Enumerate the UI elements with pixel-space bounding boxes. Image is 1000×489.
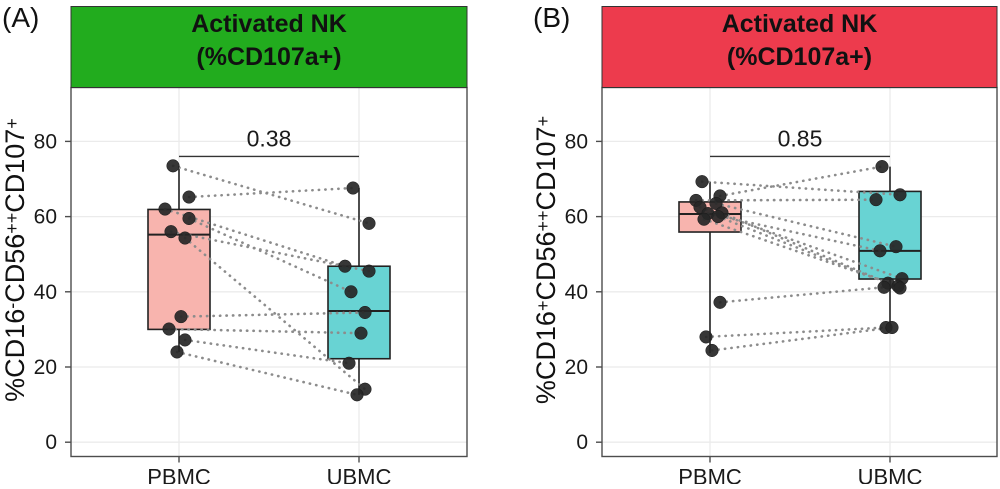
svg-text:(B): (B): [533, 2, 570, 33]
svg-text:40: 40: [565, 281, 588, 304]
svg-text:60: 60: [565, 206, 588, 229]
svg-text:(%CD107a+): (%CD107a+): [727, 43, 872, 71]
svg-text:60: 60: [34, 206, 57, 229]
svg-text:PBMC: PBMC: [147, 465, 211, 485]
svg-text:PBMC: PBMC: [678, 465, 742, 485]
svg-text:Activated NK: Activated NK: [191, 10, 347, 38]
svg-text:UBMC: UBMC: [327, 465, 392, 485]
svg-text:(%CD107a+): (%CD107a+): [196, 43, 341, 71]
svg-text:(A): (A): [2, 2, 39, 33]
svg-text:80: 80: [565, 130, 588, 153]
svg-text:Activated NK: Activated NK: [722, 10, 878, 38]
svg-text:0: 0: [45, 431, 57, 454]
svg-text:20: 20: [34, 356, 57, 379]
svg-text:20: 20: [565, 356, 588, 379]
svg-text:0.38: 0.38: [247, 125, 292, 151]
svg-text:80: 80: [34, 130, 57, 153]
svg-text:UBMC: UBMC: [858, 465, 923, 485]
svg-text:0.85: 0.85: [778, 125, 823, 151]
svg-text:0: 0: [576, 431, 588, 454]
svg-text:%CD16+CD56++CD107+: %CD16+CD56++CD107+: [531, 116, 561, 404]
svg-text:%CD16-CD56++CD107+: %CD16-CD56++CD107+: [0, 118, 30, 402]
svg-text:40: 40: [34, 281, 57, 304]
